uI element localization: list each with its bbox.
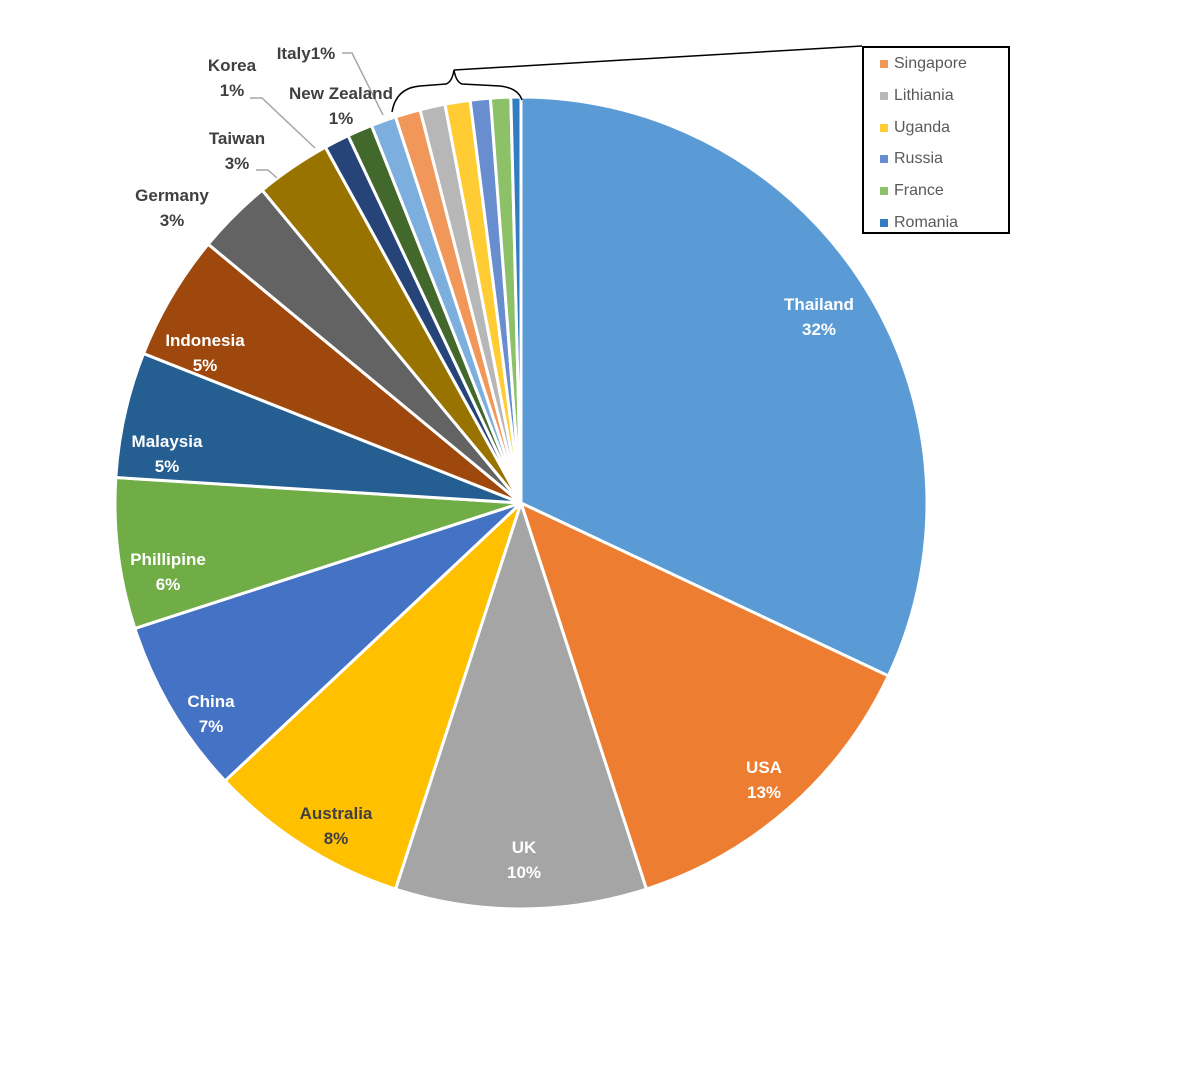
leader-line-taiwan xyxy=(256,169,278,179)
legend-label: Uganda xyxy=(894,118,951,136)
legend-swatch xyxy=(880,218,888,227)
data-label-china: China 7% xyxy=(187,692,235,736)
data-label-uk: UK 10% xyxy=(507,838,541,882)
pie-slice-phillipine xyxy=(113,475,522,631)
legend-swatch xyxy=(880,155,888,164)
legend-label: Singapore xyxy=(894,55,967,72)
data-label-australia: Australia 8% xyxy=(300,804,373,848)
pie-slice-china xyxy=(132,501,523,784)
legend-swatch xyxy=(880,91,888,100)
pie-slice-usa xyxy=(518,500,891,892)
legend-item-singapore: Singapore xyxy=(880,54,1008,86)
data-label-thailand: Thailand 32% xyxy=(784,295,854,339)
data-labels-layer: Thailand 32% USA 13% UK 10% Australia 8% China 7%… xyxy=(130,44,854,882)
leader-line-korea xyxy=(250,97,316,149)
slices-layer xyxy=(113,95,929,911)
data-label-indonesia: Indonesia 5% xyxy=(165,331,245,375)
data-label-italy: Italy1% xyxy=(277,44,336,63)
data-label-korea: Korea 1% xyxy=(208,56,257,100)
data-label-taiwan: Taiwan 3% xyxy=(209,129,265,173)
legend-label: Russia xyxy=(894,150,943,168)
data-label-new-zealand: New Zealand 1% xyxy=(289,84,393,128)
legend-item-lithiania: Lithiania xyxy=(880,86,1008,118)
legend-swatch xyxy=(880,187,888,196)
legend-item-russia: Russia xyxy=(880,149,1008,181)
pie-slice-thailand xyxy=(519,95,929,678)
data-label-usa: USA 13% xyxy=(746,758,782,802)
legend-label: Lithiania xyxy=(894,86,954,104)
leader-lines-layer xyxy=(250,45,863,179)
pie-slice-uk xyxy=(393,498,649,911)
legend-item-france: France xyxy=(880,181,1008,213)
data-label-phillipine: Phillipine 6% xyxy=(130,550,206,594)
legend-swatch xyxy=(880,123,888,132)
legend-connector-line xyxy=(453,45,863,71)
legend: Singapore Lithiania Uganda Russia France… xyxy=(862,46,1010,234)
legend-label: France xyxy=(894,182,944,200)
pie-slice-australia xyxy=(222,501,523,892)
legend-label: Romania xyxy=(894,213,959,231)
legend-swatch xyxy=(880,60,888,68)
data-label-malaysia: Malaysia 5% xyxy=(132,432,203,476)
data-label-germany: Germany 3% xyxy=(135,186,209,230)
legend-item-uganda: Uganda xyxy=(880,118,1008,150)
legend-item-romania: Romania xyxy=(880,213,1008,245)
leader-line-italy xyxy=(342,52,384,116)
